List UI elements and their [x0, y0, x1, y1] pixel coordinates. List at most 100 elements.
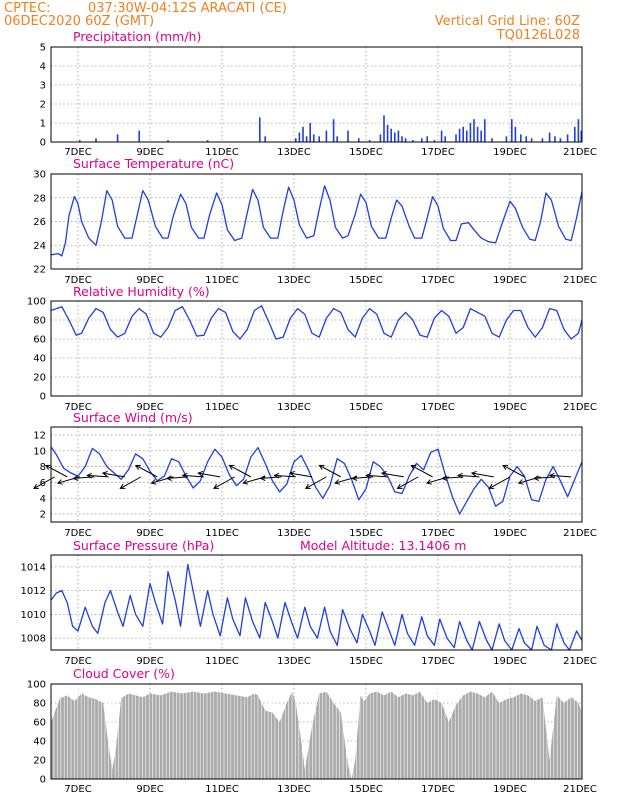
- cloud-ytick-label: 60: [33, 718, 46, 729]
- wind-xtick-label: 17DEC: [421, 528, 455, 539]
- rh-ytick-label: 40: [33, 354, 46, 365]
- pressure-ytick-label: 1014: [21, 562, 46, 573]
- wind-vector-head: [86, 472, 93, 479]
- precip-bar: [514, 126, 517, 142]
- precip-ytick-label: 0: [40, 138, 46, 149]
- precip-bar: [259, 117, 261, 142]
- precip-bar: [404, 138, 407, 142]
- precip-bar: [511, 119, 513, 142]
- wind-ytick-label: 10: [33, 446, 46, 457]
- wind-vector-head: [289, 470, 296, 477]
- cloud-title: Cloud Cover (%): [73, 666, 175, 681]
- temp-ytick-label: 22: [33, 265, 46, 276]
- precip-xtick-label: 17DEC: [421, 147, 455, 158]
- temp-ytick-label: 24: [33, 241, 46, 252]
- wind-vector-head: [533, 475, 540, 481]
- pressure-annotation: Model Altitude: 13.1406 m: [300, 538, 466, 553]
- precip-panel: Precipitation (mm/h) 0 1 2 3 4 5 7DEC 9DEC 11DEC 1…: [40, 29, 597, 158]
- precip-bar: [466, 130, 468, 142]
- wind-vector: [182, 474, 205, 478]
- precip-bar: [309, 123, 311, 142]
- wind-vector-head: [119, 483, 126, 489]
- wind-vector: [549, 474, 572, 478]
- temp-title: Surface Temperature (nC): [73, 156, 234, 171]
- rh-xtick-label: 21DEC: [563, 402, 597, 413]
- precip-bar: [368, 140, 371, 142]
- rh-line: [50, 305, 583, 340]
- rh-xtick-label: 13DEC: [277, 402, 311, 413]
- rh-xtick-label: 19DEC: [493, 402, 527, 413]
- precip-bar: [554, 136, 556, 142]
- rh-ytick-label: 80: [33, 316, 46, 327]
- precip-bar: [401, 136, 403, 142]
- precip-xtick-label: 19DEC: [493, 147, 527, 158]
- cloud-xtick-label: 11DEC: [205, 784, 239, 795]
- precip-bar: [325, 130, 328, 142]
- wind-vector-head: [457, 472, 463, 479]
- wind-xtick-label: 9DEC: [136, 528, 163, 539]
- wind-vector: [45, 464, 68, 478]
- precip-ytick-label: 4: [40, 62, 46, 73]
- rh-xtick-label: 9DEC: [136, 402, 163, 413]
- cloud-ytick-label: 40: [33, 737, 46, 748]
- temp-frame: [50, 173, 583, 270]
- pressure-ytick-label: 1010: [21, 610, 46, 621]
- wind-vector-head: [334, 479, 341, 485]
- precip-bar: [397, 130, 400, 142]
- precip-bar: [520, 134, 522, 142]
- wind-vector-head: [197, 470, 204, 477]
- precip-ytick-label: 3: [40, 81, 46, 92]
- rh-xtick-label: 15DEC: [349, 402, 383, 413]
- wind-vector: [102, 472, 125, 478]
- wind-title: Surface Wind (m/s): [73, 410, 193, 425]
- temp-panel: Surface Temperature (nC) 22 24 26 28 30 7DEC 9D…: [33, 156, 597, 286]
- rh-ytick-label: 20: [33, 373, 46, 384]
- wind-xtick-label: 13DEC: [277, 528, 311, 539]
- pressure-panel: Surface Pressure (hPa) Model Altitude: 13…: [21, 538, 597, 667]
- precip-bar: [491, 138, 493, 142]
- precip-bar: [412, 140, 414, 142]
- wind-vector: [442, 476, 464, 479]
- cloud-xtick-label: 17DEC: [421, 784, 455, 795]
- precip-bar: [347, 130, 349, 142]
- temp-xtick-label: 11DEC: [205, 275, 239, 286]
- rh-ytick-label: 60: [33, 335, 46, 346]
- precip-bar: [79, 140, 81, 142]
- wind-vector-head: [181, 472, 188, 479]
- wind-xtick-label: 19DEC: [493, 528, 527, 539]
- pressure-ytick-label: 1008: [21, 634, 46, 645]
- cloud-xtick-label: 13DEC: [277, 784, 311, 795]
- temp-xtick-label: 15DEC: [349, 275, 383, 286]
- precip-xtick-label: 9DEC: [136, 147, 163, 158]
- pressure-xtick-label: 11DEC: [205, 656, 239, 667]
- wind-vector-head: [72, 475, 79, 481]
- wind-vector-head: [502, 464, 509, 470]
- wind-xtick-label: 21DEC: [563, 528, 597, 539]
- precip-bar: [332, 119, 335, 142]
- cloud-xtick-label: 19DEC: [493, 784, 527, 795]
- pressure-xtick-label: 17DEC: [421, 656, 455, 667]
- wind-vector: [534, 476, 556, 479]
- cloud-frame: [50, 683, 583, 780]
- wind-vector: [471, 472, 494, 478]
- precip-bar: [559, 138, 562, 142]
- wind-vector: [502, 464, 525, 478]
- precip-xtick-label: 7DEC: [64, 147, 91, 158]
- precip-bar: [480, 130, 482, 142]
- rh-xtick-label: 17DEC: [421, 402, 455, 413]
- wind-vector: [397, 476, 419, 489]
- wind-vector: [489, 476, 511, 489]
- precip-title: Precipitation (mm/h): [73, 29, 201, 44]
- temp-line: [50, 185, 583, 257]
- precip-bar: [95, 138, 97, 142]
- wind-vector-head: [365, 472, 372, 479]
- precip-xtick-label: 13DEC: [277, 147, 311, 158]
- wind-ytick-label: 8: [40, 462, 46, 473]
- wind-vector-head: [318, 464, 325, 470]
- wind-vector: [381, 472, 404, 478]
- pressure-line: [50, 563, 583, 651]
- precip-bar: [390, 128, 392, 142]
- precip-bar: [206, 140, 209, 142]
- cloud-panel: Cloud Cover (%) 0 20 40 60 80 100 7DEC 9DEC 11DEC…: [27, 666, 597, 795]
- cloud-ytick-label: 0: [40, 775, 46, 786]
